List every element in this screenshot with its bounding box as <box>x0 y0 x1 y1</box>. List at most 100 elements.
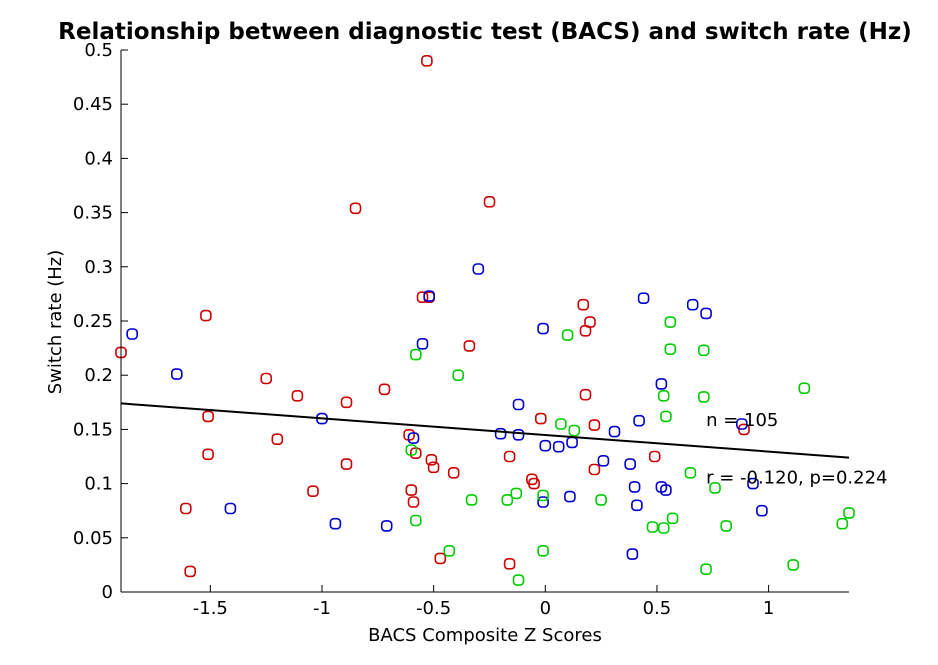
data-point <box>787 559 800 571</box>
data-point <box>378 383 391 396</box>
data-point <box>512 574 525 586</box>
data-point <box>528 477 540 490</box>
data-point <box>537 489 549 502</box>
data-point <box>684 466 697 479</box>
data-point <box>380 520 393 532</box>
data-point <box>597 454 610 467</box>
data-point <box>405 444 418 456</box>
y-tick-label: 0.25 <box>73 311 113 332</box>
y-tick-label: 0.1 <box>84 474 113 495</box>
data-point <box>501 494 514 506</box>
annotation-text: r = -0.120, p=0.224 <box>706 468 887 489</box>
data-point <box>443 544 456 557</box>
y-tick-label: 0.3 <box>84 257 113 278</box>
data-point <box>472 263 485 275</box>
data-point <box>465 494 478 506</box>
x-tick-label: -0.5 <box>416 598 451 619</box>
data-point <box>843 507 855 519</box>
data-point <box>447 466 460 479</box>
y-tick-label: 0.05 <box>73 528 113 549</box>
data-point <box>421 54 433 67</box>
data-point <box>405 484 418 496</box>
data-point <box>452 369 465 382</box>
data-point <box>126 328 138 340</box>
data-point <box>624 458 637 470</box>
data-point <box>660 484 672 496</box>
data-point <box>427 461 440 474</box>
data-point <box>202 448 214 461</box>
data-point <box>224 502 237 515</box>
data-point <box>666 512 679 525</box>
data-point <box>503 557 516 570</box>
data-point <box>512 398 525 411</box>
data-point <box>539 439 552 452</box>
data-point <box>260 372 273 385</box>
data-point <box>709 482 721 494</box>
data-point <box>407 432 420 444</box>
data-point <box>423 290 436 302</box>
data-point <box>655 378 668 390</box>
data-point <box>483 196 496 208</box>
data-point <box>657 389 670 402</box>
data-point <box>552 440 565 453</box>
y-tick-label: 0.4 <box>84 148 113 169</box>
data-point <box>686 298 699 311</box>
data-point <box>329 517 342 530</box>
data-point <box>628 481 641 493</box>
data-point <box>463 340 476 352</box>
data-point <box>735 418 748 430</box>
y-tick-label: 0.2 <box>84 365 113 386</box>
y-tick-label: 0.15 <box>73 419 113 440</box>
data-point <box>697 344 710 357</box>
data-point <box>291 389 304 402</box>
data-point <box>512 428 525 441</box>
data-point <box>657 522 670 534</box>
x-tick-label: 1 <box>763 598 774 619</box>
data-point <box>720 520 733 532</box>
annotation-text: n = 105 <box>706 410 778 431</box>
data-point <box>537 496 549 508</box>
data-point <box>534 412 547 425</box>
y-tick-label: 0 <box>102 582 113 603</box>
data-point <box>747 477 759 490</box>
data-point <box>340 396 353 409</box>
y-tick-label: 0.45 <box>73 94 113 115</box>
data-point <box>648 450 661 463</box>
data-point <box>577 298 590 311</box>
data-point <box>836 517 849 530</box>
data-point <box>202 410 214 423</box>
data-point <box>184 565 196 578</box>
data-point <box>349 202 362 215</box>
data-point <box>660 410 672 423</box>
data-point <box>608 425 621 438</box>
chart-title: Relationship between diagnostic test (BA… <box>58 19 912 45</box>
x-tick-label: -1 <box>313 598 331 619</box>
data-point <box>637 292 650 305</box>
data-point <box>595 494 607 506</box>
data-point <box>664 343 677 356</box>
data-point <box>700 307 712 320</box>
data-point <box>425 453 438 466</box>
data-point <box>340 458 353 470</box>
fit-layer <box>120 402 850 459</box>
data-point <box>588 463 601 476</box>
y-axis-label: Switch rate (Hz) <box>45 250 66 395</box>
data-point <box>697 391 710 403</box>
data-point <box>631 499 643 512</box>
data-point <box>798 382 811 395</box>
data-point <box>503 450 516 463</box>
data-point <box>409 514 422 527</box>
data-point <box>271 433 284 446</box>
data-point <box>588 419 601 431</box>
axes: -1.5 -1 -0.5 0 0.5 1 0 0.05 0.1 0.15 0.2 0.25 0.3 0.3… <box>73 40 849 619</box>
data-point <box>633 414 645 427</box>
data-point <box>537 322 549 335</box>
data-point <box>646 521 659 533</box>
data-point <box>564 490 576 503</box>
points-layer <box>115 54 855 586</box>
x-tick-label: -1.5 <box>193 598 228 619</box>
y-tick-label: 0.5 <box>84 40 113 61</box>
annotations: n = 105 r = -0.120, p=0.224 <box>706 410 887 488</box>
